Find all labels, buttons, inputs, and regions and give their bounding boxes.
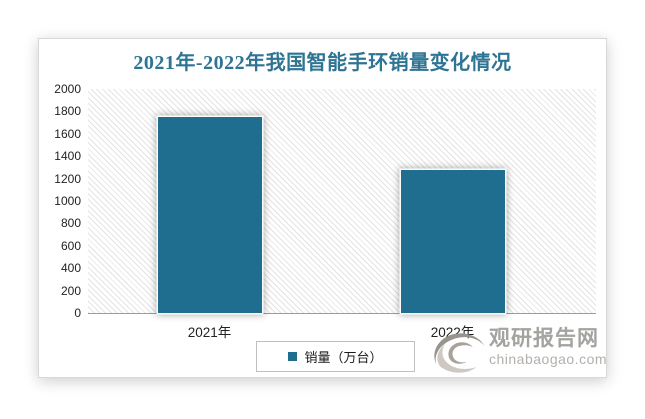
bar	[157, 117, 262, 313]
chart-title: 2021年-2022年我国智能手环销量变化情况	[133, 52, 512, 74]
y-axis-tick-label: 2000	[54, 82, 81, 96]
watermark-site-name: 观研报告网	[489, 327, 599, 350]
chart-card: 2021年-2022年我国智能手环销量变化情况 2000 1800 1600 1400…	[38, 38, 607, 378]
y-axis-tick-label: 400	[60, 261, 81, 276]
watermark-domain: chinabaogao.com	[489, 351, 608, 367]
y-axis-tick-label: 200	[60, 283, 81, 298]
y-axis-tick-label: 800	[60, 216, 81, 231]
y-axis-tick-label: 1800	[54, 104, 81, 119]
y-axis-tick-label: 1600	[54, 126, 81, 141]
watermark-text: 观研报告网 chinabaogao.com	[489, 327, 607, 367]
bar	[400, 169, 505, 313]
y-axis-tick-label: 600	[60, 238, 81, 253]
x-axis-tick-label: 2021年	[187, 325, 232, 340]
swirl-eye-logo-icon	[434, 333, 485, 373]
watermark: 观研报告网 chinabaogao.com	[431, 327, 641, 374]
legend-label: 销量（万台）	[304, 350, 383, 365]
y-axis-tick-label: 1400	[54, 149, 81, 164]
y-axis-tick-label: 0	[74, 306, 81, 320]
legend-box: 销量（万台）	[256, 341, 415, 372]
y-axis-tick-label: 1200	[54, 171, 81, 186]
legend-swatch-icon	[288, 352, 298, 361]
y-axis-tick-label: 1000	[54, 194, 81, 208]
plot-area	[88, 89, 596, 314]
